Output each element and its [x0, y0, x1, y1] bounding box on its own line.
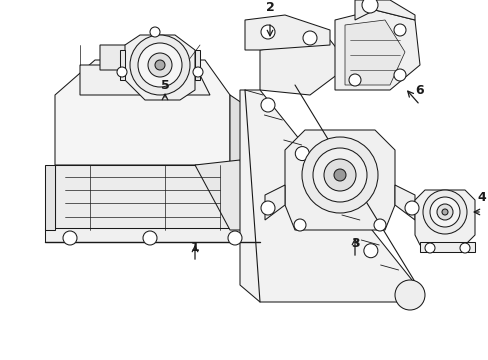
- Polygon shape: [45, 165, 55, 230]
- Circle shape: [63, 231, 77, 245]
- Polygon shape: [354, 0, 414, 20]
- Polygon shape: [285, 130, 394, 230]
- Circle shape: [441, 209, 447, 215]
- Circle shape: [130, 35, 190, 95]
- Circle shape: [436, 204, 452, 220]
- Circle shape: [193, 67, 203, 77]
- Circle shape: [148, 53, 172, 77]
- Circle shape: [363, 244, 377, 258]
- Circle shape: [303, 31, 316, 45]
- Polygon shape: [229, 95, 260, 230]
- Circle shape: [424, 243, 434, 253]
- Circle shape: [333, 169, 346, 181]
- Circle shape: [429, 197, 459, 227]
- Polygon shape: [414, 190, 474, 245]
- Polygon shape: [45, 228, 260, 242]
- Circle shape: [117, 67, 127, 77]
- Polygon shape: [55, 60, 229, 165]
- Polygon shape: [100, 45, 200, 70]
- Circle shape: [155, 60, 164, 70]
- Polygon shape: [125, 35, 195, 100]
- Polygon shape: [260, 40, 349, 95]
- Polygon shape: [264, 185, 285, 220]
- Polygon shape: [244, 15, 329, 50]
- Circle shape: [329, 195, 343, 209]
- Polygon shape: [55, 165, 229, 230]
- Polygon shape: [345, 20, 404, 85]
- Circle shape: [138, 43, 182, 87]
- Circle shape: [361, 0, 377, 13]
- Circle shape: [227, 231, 242, 245]
- Circle shape: [394, 280, 424, 310]
- Polygon shape: [195, 160, 260, 230]
- Circle shape: [393, 69, 405, 81]
- Polygon shape: [240, 90, 419, 302]
- Polygon shape: [120, 50, 125, 80]
- Circle shape: [373, 219, 385, 231]
- Circle shape: [348, 74, 360, 86]
- Circle shape: [261, 201, 274, 215]
- Polygon shape: [334, 10, 419, 90]
- Circle shape: [312, 148, 366, 202]
- Polygon shape: [394, 185, 414, 220]
- Polygon shape: [80, 65, 209, 95]
- Text: 2: 2: [265, 1, 274, 14]
- Text: 5: 5: [160, 79, 169, 92]
- Circle shape: [261, 25, 274, 39]
- Text: 4: 4: [477, 191, 486, 204]
- Circle shape: [293, 219, 305, 231]
- Circle shape: [404, 201, 418, 215]
- Circle shape: [142, 231, 157, 245]
- Circle shape: [150, 27, 160, 37]
- Circle shape: [295, 147, 308, 161]
- Polygon shape: [195, 50, 200, 80]
- Circle shape: [393, 24, 405, 36]
- Circle shape: [302, 137, 377, 213]
- Circle shape: [261, 98, 274, 112]
- Text: 6: 6: [415, 84, 424, 97]
- Circle shape: [422, 190, 466, 234]
- Text: 1: 1: [190, 241, 199, 254]
- Circle shape: [324, 159, 355, 191]
- Text: 3: 3: [350, 237, 359, 250]
- Circle shape: [459, 243, 469, 253]
- Polygon shape: [419, 242, 474, 252]
